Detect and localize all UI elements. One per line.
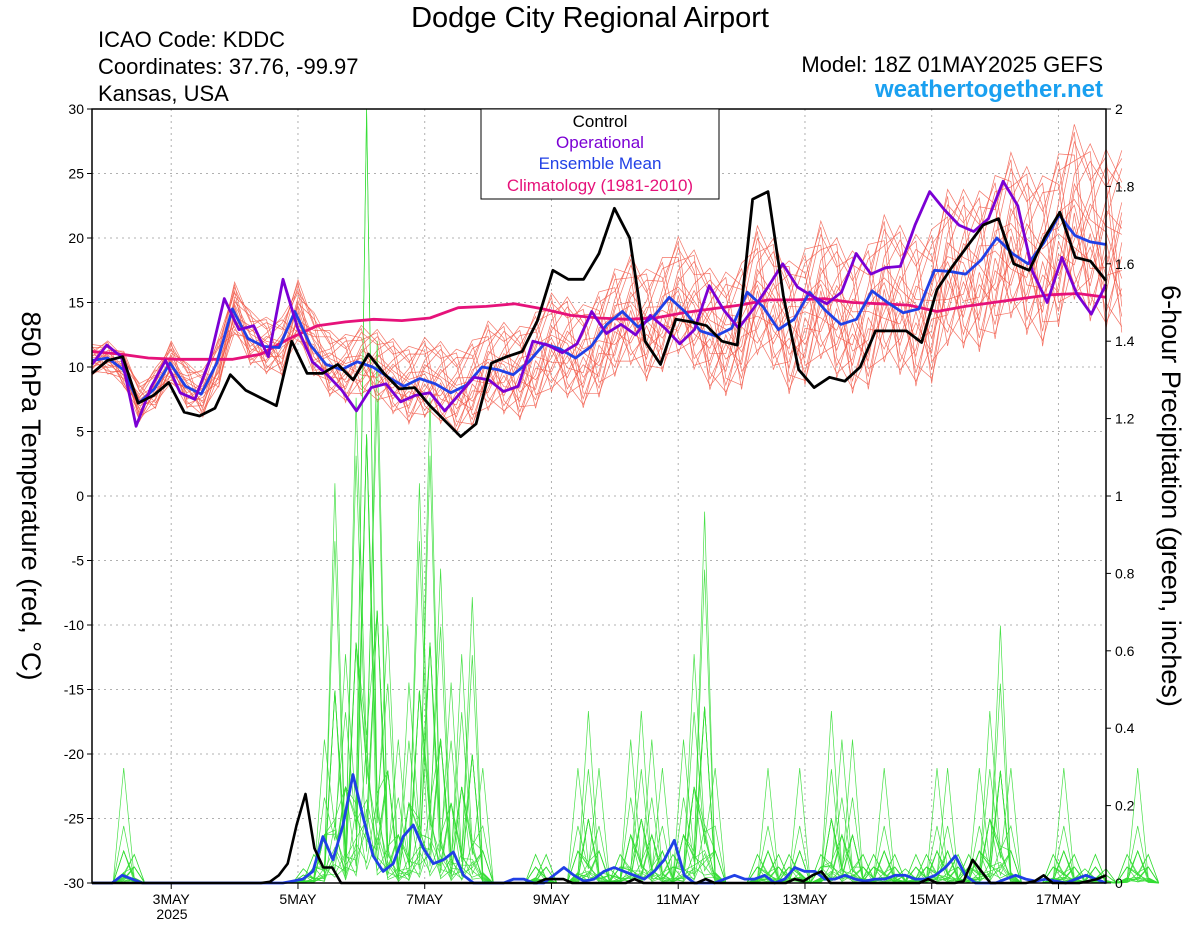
left-axis-label: 850 hPa Temperature (red, °C) <box>16 312 46 681</box>
right-tick-label: 0 <box>1115 875 1123 891</box>
icao-code: ICAO Code: KDDC <box>98 27 286 52</box>
left-tick-label: 15 <box>68 295 84 311</box>
temp-member-line <box>91 158 1123 418</box>
location-region: Kansas, USA <box>98 81 229 106</box>
right-tick-label: 1.8 <box>1115 178 1135 194</box>
chart-title: Dodge City Regional Airport <box>411 2 769 34</box>
temp-member-line <box>91 142 1123 414</box>
right-tick-label: 1.2 <box>1115 411 1135 427</box>
x-tick-label: 7MAY <box>406 891 444 907</box>
left-tick-label: 30 <box>68 101 84 117</box>
left-tick-label: 25 <box>68 166 84 182</box>
precip-member-line <box>92 642 1159 884</box>
legend-control: Control <box>573 112 628 131</box>
right-tick-label: 0.6 <box>1115 643 1135 659</box>
left-tick-label: -30 <box>64 875 84 891</box>
coordinates: Coordinates: 37.76, -99.97 <box>98 54 359 79</box>
left-tick-label: -10 <box>64 617 84 633</box>
grid-lines <box>92 109 1106 883</box>
legend: Control Operational Ensemble Mean Climat… <box>480 108 720 200</box>
control-temp-line <box>91 190 1108 439</box>
legend-ensemble-mean: Ensemble Mean <box>539 154 662 173</box>
x-tick-label: 5MAY <box>279 891 317 907</box>
left-tick-label: 10 <box>68 359 84 375</box>
precip-member-line <box>92 340 1159 884</box>
right-axis-ticks: 2 1.8 1.6 1.4 1.2 1 0.8 0.6 0.4 0.2 0 <box>1106 101 1135 891</box>
left-axis-ticks: 30 25 20 15 10 5 0 -5 -10 -15 -20 -25 -30 <box>64 101 92 891</box>
temp-member-line <box>91 124 1123 428</box>
left-tick-label: 20 <box>68 230 84 246</box>
temp-member-line <box>91 173 1122 415</box>
right-tick-label: 0.4 <box>1115 720 1135 736</box>
site-link[interactable]: weathertogether.net <box>874 76 1103 103</box>
right-tick-label: 1 <box>1115 488 1123 504</box>
right-tick-label: 0.8 <box>1115 565 1135 581</box>
temp-member-line <box>91 131 1123 425</box>
right-tick-label: 0.2 <box>1115 798 1135 814</box>
left-tick-label: -25 <box>64 811 84 827</box>
legend-climatology: Climatology (1981-2010) <box>507 176 693 195</box>
left-tick-label: -20 <box>64 746 84 762</box>
x-tick-label: 15MAY <box>909 891 955 907</box>
right-tick-label: 2 <box>1115 101 1123 117</box>
x-tick-label: 9MAY <box>533 891 571 907</box>
temp-member-line <box>91 175 1123 425</box>
year-label: 2025 <box>156 906 187 922</box>
main-series <box>90 179 1108 885</box>
right-axis-label: 6-hour Precipitation (green, inches) <box>1156 285 1186 707</box>
right-tick-label: 1.4 <box>1115 333 1135 349</box>
operational-temp-line <box>90 179 1108 428</box>
left-tick-label: 0 <box>76 488 84 504</box>
temp-member-line <box>91 165 1123 428</box>
plot-frame <box>91 108 1107 884</box>
legend-operational: Operational <box>556 133 644 152</box>
x-tick-label: 3MAY <box>153 891 191 907</box>
right-tick-label: 1.6 <box>1115 256 1135 272</box>
x-tick-label: 13MAY <box>783 891 829 907</box>
left-tick-label: -5 <box>72 553 85 569</box>
climatology-line <box>91 292 1107 361</box>
legend-box <box>480 108 720 200</box>
x-tick-label: 17MAY <box>1036 891 1082 907</box>
temp-member-line <box>91 153 1123 435</box>
x-axis-ticks: 3MAY 5MAY 7MAY 9MAY 11MAY 13MAY 15MAY 17MAY <box>153 883 1082 907</box>
left-tick-label: 5 <box>76 424 84 440</box>
x-tick-label: 11MAY <box>656 891 700 907</box>
left-tick-label: -15 <box>64 682 84 698</box>
ensemble-mean-temp-line <box>91 213 1107 405</box>
model-run: Model: 18Z 01MAY2025 GEFS <box>801 52 1103 77</box>
temp-member-line <box>91 161 1123 432</box>
